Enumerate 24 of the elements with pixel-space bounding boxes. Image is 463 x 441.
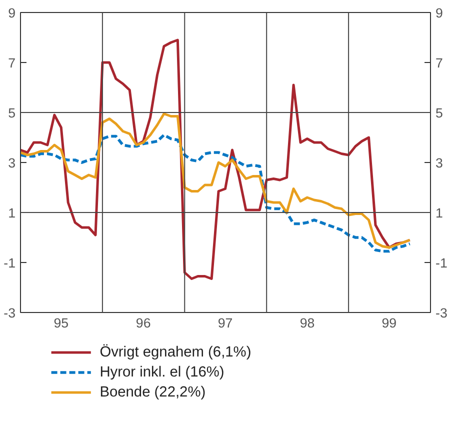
- y2-tick-label: 9: [436, 6, 443, 20]
- y2-tick-label: 1: [436, 206, 443, 220]
- legend-label: Boende (22,2%): [100, 384, 206, 400]
- y2-tick-label: -1: [436, 256, 448, 270]
- y-tick-label: 1: [8, 206, 16, 220]
- y-tick-label: 3: [8, 156, 16, 170]
- y-tick-label: 5: [8, 106, 16, 120]
- y-tick-label: -1: [4, 256, 16, 270]
- x-tick-label: 98: [300, 316, 315, 330]
- x-tick-label: 95: [54, 316, 69, 330]
- x-tick-label: 97: [218, 316, 233, 330]
- y-tick-label: 9: [8, 6, 16, 20]
- x-tick-label: 99: [382, 316, 397, 330]
- y-tick-label: 7: [8, 56, 16, 70]
- line-series: [20, 112, 412, 249]
- y-tick-label: -3: [4, 306, 16, 320]
- y2-tick-label: -3: [436, 306, 448, 320]
- y2-tick-label: 5: [436, 106, 443, 120]
- y2-tick-label: 7: [436, 56, 443, 70]
- y2-tick-label: 3: [436, 156, 443, 170]
- legend-label: Hyror inkl. el (16%): [100, 364, 224, 380]
- legend-label: Övrigt egnahem (6,1%): [100, 344, 252, 360]
- line-series: [20, 134, 412, 253]
- x-tick-label: 96: [136, 316, 151, 330]
